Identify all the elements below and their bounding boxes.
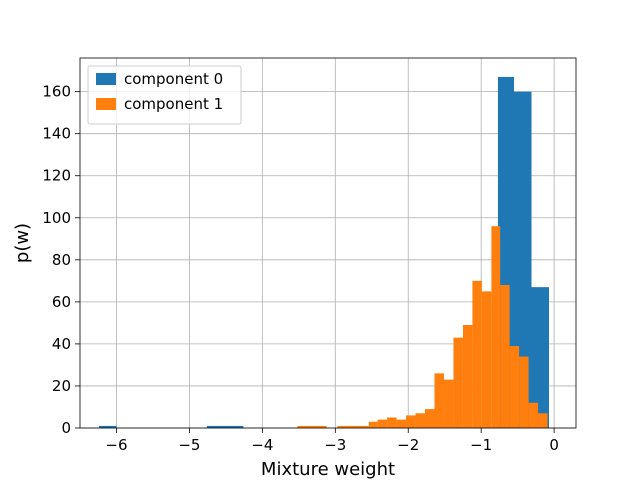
x-tick-label: −5: [178, 436, 200, 454]
histogram-bar-component-1: [415, 413, 426, 428]
y-tick-label: 20: [52, 377, 71, 395]
y-tick-label: 0: [61, 419, 71, 437]
histogram-bar-component-1: [538, 413, 548, 428]
legend-frame: [87, 65, 242, 125]
legend-label-component-0: component 0: [124, 70, 223, 88]
histogram-bar-component-1: [396, 419, 407, 428]
histogram-bar-component-1: [472, 280, 482, 428]
histogram-bar-component-0: [514, 91, 532, 429]
x-tick-label: 0: [549, 436, 559, 454]
histogram-bar-component-1: [509, 346, 520, 428]
histogram-bar-component-1: [297, 425, 327, 428]
x-tick-label: −2: [397, 436, 419, 454]
histogram-bar-component-1: [406, 415, 416, 428]
histogram-bars: [98, 76, 550, 429]
histogram-bar-component-1: [481, 291, 492, 428]
y-tick-label: 160: [42, 83, 71, 101]
legend-swatch-component-0: [96, 73, 116, 85]
histogram-bar-component-1: [491, 226, 501, 428]
histogram-bar-component-1: [337, 425, 369, 428]
legend-label-component-1: component 1: [124, 95, 223, 113]
histogram-bar-component-1: [519, 356, 529, 428]
histogram-bar-component-1: [387, 417, 397, 428]
histogram-bar-component-1: [500, 285, 510, 428]
y-tick-label: 40: [52, 335, 71, 353]
histogram-bar-component-1: [425, 409, 435, 428]
histogram-bar-component-1: [453, 337, 463, 428]
histogram-bar-component-1: [462, 324, 473, 428]
x-tick-label: −3: [324, 436, 346, 454]
y-tick-label: 60: [52, 293, 71, 311]
plot-area-frame: [79, 57, 577, 429]
histogram-bar-component-0: [98, 425, 117, 428]
histogram-bar-component-1: [434, 373, 444, 428]
axis-ticks: −6 −5 −4 −3 −2 −1 0 0 20 40 60 80 100 120 140 160: [42, 83, 559, 454]
histogram-bar-component-0: [206, 425, 244, 428]
histogram-bar-component-1: [528, 402, 539, 428]
y-tick-label: 100: [42, 209, 71, 227]
histogram-bar-component-1: [377, 419, 388, 428]
histogram-bar-component-0: [531, 287, 550, 428]
legend-swatch-component-1: [96, 98, 116, 110]
histogram-bar-component-1: [368, 421, 378, 428]
x-axis-title: Mixture weight: [261, 459, 395, 480]
x-tick-label: −6: [105, 436, 127, 454]
y-tick-label: 80: [52, 251, 71, 269]
y-axis-title: p(w): [12, 223, 33, 263]
x-tick-label: −4: [251, 436, 273, 454]
y-tick-label: 120: [42, 167, 71, 185]
x-tick-label: −1: [470, 436, 492, 454]
legend: component 0 component 1: [87, 65, 242, 125]
histogram-bar-component-1: [443, 379, 454, 428]
y-tick-label: 140: [42, 125, 71, 143]
